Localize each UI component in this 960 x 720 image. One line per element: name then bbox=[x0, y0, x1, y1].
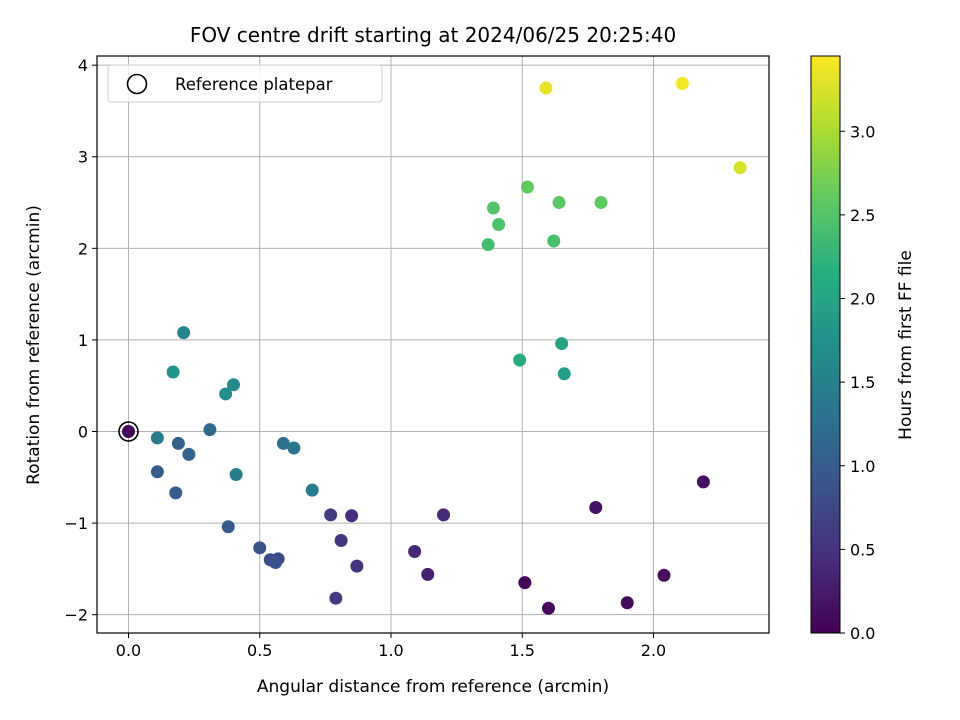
data-point bbox=[150, 431, 164, 445]
reference-platepar-marker bbox=[118, 421, 139, 442]
data-point bbox=[552, 196, 566, 210]
data-point bbox=[733, 161, 747, 175]
data-point bbox=[324, 508, 338, 522]
y-tick-label: 2 bbox=[78, 239, 88, 258]
data-point bbox=[657, 568, 671, 582]
data-point bbox=[276, 436, 290, 450]
colorbar-tick-label: 3.0 bbox=[850, 122, 875, 141]
data-point bbox=[253, 541, 267, 555]
data-point bbox=[329, 591, 343, 605]
x-axis-ticks: 0.0 0.5 1.0 1.5 2.0 bbox=[116, 633, 666, 660]
data-point bbox=[334, 533, 348, 547]
data-point bbox=[542, 601, 555, 615]
data-point bbox=[221, 520, 235, 534]
colorbar-tick-label: 0.0 bbox=[850, 624, 875, 643]
grid-lines bbox=[97, 56, 769, 633]
data-point bbox=[345, 509, 359, 523]
x-tick-label: 2.0 bbox=[641, 641, 666, 660]
x-tick-label: 1.0 bbox=[378, 641, 403, 660]
legend-marker-icon bbox=[126, 73, 148, 95]
data-point bbox=[182, 447, 196, 461]
colorbar-label: Hours from first FF file bbox=[896, 250, 916, 440]
data-point bbox=[486, 201, 500, 215]
y-tick-label: 3 bbox=[78, 148, 88, 167]
x-tick-label: 0.0 bbox=[116, 641, 141, 660]
x-axis-label: Angular distance from reference (arcmin) bbox=[257, 677, 609, 697]
data-point bbox=[620, 596, 634, 610]
colorbar-tick-label: 1.0 bbox=[850, 457, 875, 476]
data-point bbox=[492, 218, 506, 232]
data-point bbox=[589, 501, 603, 515]
data-point bbox=[547, 234, 561, 248]
data-point bbox=[227, 378, 240, 392]
data-point bbox=[557, 367, 571, 381]
data-point bbox=[269, 555, 282, 569]
legend-entry-reference-platepar: Reference platepar bbox=[175, 75, 333, 94]
y-axis-label: Rotation from reference (arcmin) bbox=[24, 205, 44, 485]
colorbar: 0.0 0.5 1.0 1.5 2.0 2.5 3.0 Hours from first F… bbox=[810, 55, 916, 643]
data-point bbox=[229, 468, 243, 482]
data-point bbox=[305, 483, 319, 497]
data-point bbox=[171, 436, 185, 450]
data-point bbox=[437, 508, 450, 522]
data-point bbox=[513, 353, 527, 367]
data-point bbox=[555, 337, 569, 351]
y-tick-label: −1 bbox=[64, 514, 88, 533]
colorbar-tick-label: 1.5 bbox=[850, 373, 875, 392]
data-point bbox=[177, 326, 191, 340]
data-point bbox=[594, 196, 608, 210]
colorbar-tick-label: 2.0 bbox=[850, 290, 875, 309]
data-point bbox=[675, 76, 689, 90]
x-tick-label: 1.5 bbox=[510, 641, 535, 660]
data-point bbox=[539, 81, 553, 95]
y-tick-label: 0 bbox=[78, 423, 88, 442]
colorbar-ticks: 0.0 0.5 1.0 1.5 2.0 2.5 3.0 bbox=[840, 122, 875, 643]
data-point bbox=[421, 567, 435, 581]
data-point bbox=[169, 486, 183, 500]
y-axis-ticks: −2 −1 0 1 2 3 4 bbox=[64, 56, 97, 625]
plot-frame bbox=[96, 55, 770, 634]
legend: Reference platepar bbox=[107, 64, 383, 103]
data-point bbox=[150, 465, 164, 479]
colorbar-tick-label: 0.5 bbox=[850, 540, 875, 559]
data-point bbox=[350, 559, 364, 573]
data-point bbox=[408, 544, 422, 558]
data-point bbox=[219, 387, 233, 401]
chart-title: FOV centre drift starting at 2024/06/25 … bbox=[190, 23, 676, 47]
data-points bbox=[118, 76, 747, 615]
data-point bbox=[122, 425, 135, 439]
data-point bbox=[518, 576, 532, 590]
y-tick-label: 4 bbox=[78, 56, 88, 75]
colorbar-tick-label: 2.5 bbox=[850, 206, 875, 225]
data-point bbox=[696, 475, 710, 489]
colorbar-gradient bbox=[810, 55, 841, 634]
data-point bbox=[166, 365, 180, 379]
data-point bbox=[481, 238, 495, 252]
legend-box bbox=[107, 64, 383, 103]
x-tick-label: 0.5 bbox=[247, 641, 272, 660]
y-tick-label: 1 bbox=[78, 331, 88, 350]
data-point bbox=[521, 180, 534, 194]
data-point bbox=[287, 441, 301, 455]
y-tick-label: −2 bbox=[64, 606, 88, 625]
data-point bbox=[203, 423, 217, 437]
